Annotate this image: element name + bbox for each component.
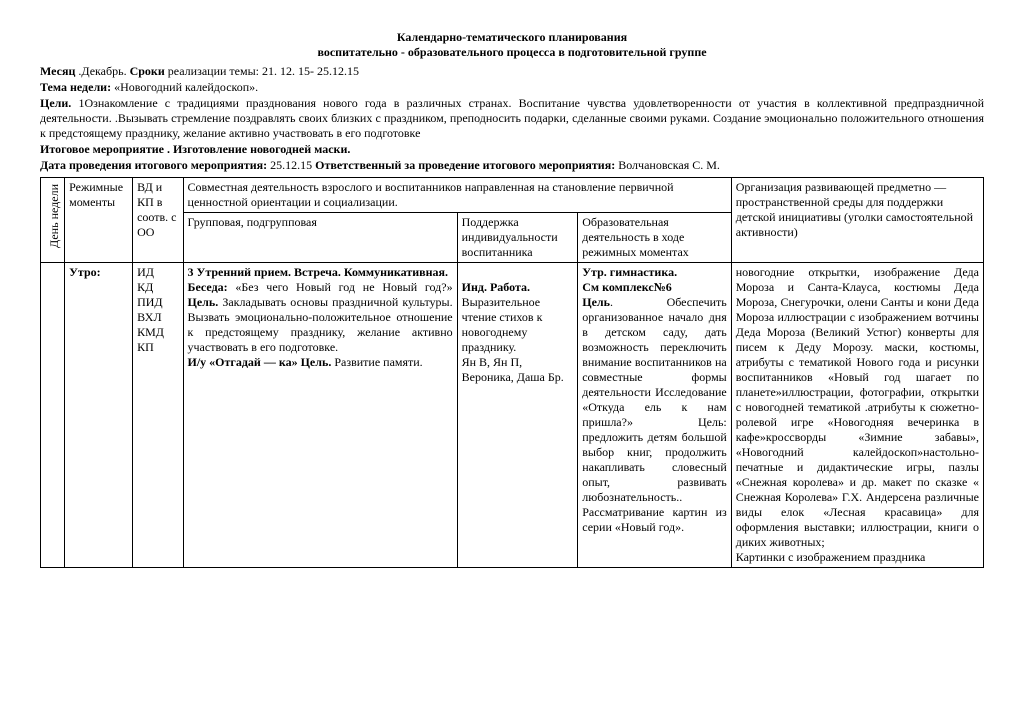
cell-mode: Утро: [65,263,133,568]
cell-ind: Инд. Работа. Выразительное чтение стихов… [457,263,578,568]
final-label: Итоговое мероприятие . Изготовление ново… [40,142,984,157]
head-mode: Режимные моменты [65,178,133,263]
theme-label: Тема недели: [40,80,111,94]
date-label: Дата проведения итогового мероприятия: [40,158,267,172]
cell-day [41,263,65,568]
head-org: Организация развивающей предметно — прос… [731,178,983,263]
terms-label: Сроки [130,64,165,78]
month-value: .Декабрь. [78,64,126,78]
head-joint: Совместная деятельность взрослого и восп… [183,178,731,213]
head-ind: Поддержка индивидуальности воспитанника [457,213,578,263]
cell-vd: ИД КД ПИД ВХЛ КМД КП [133,263,183,568]
theme-value: «Новогодний калейдоскоп». [114,80,258,94]
head-vd: ВД и КП в соотв. с ОО [133,178,183,263]
meta-block: Месяц .Декабрь. Сроки реализации темы: 2… [40,64,984,173]
table-head-row1: День недели Режимные моменты ВД и КП в с… [41,178,984,213]
cell-group: 3 Утренний прием. Встреча. Коммуникативн… [183,263,457,568]
cell-edu: Утр. гимнастика. См комплекс№6 Цель. Обе… [578,263,732,568]
resp-value: Волчановская С. М. [618,158,720,172]
goals-text: 1Ознакомление с традициями празднования … [40,96,984,140]
date-value: 25.12.15 [270,158,315,172]
plan-table: День недели Режимные моменты ВД и КП в с… [40,177,984,568]
head-group: Групповая, подгрупповая [183,213,457,263]
terms-text: реализации темы: 21. 12. 15- 25.12.15 [168,64,359,78]
month-label: Месяц [40,64,75,78]
head-edu: Образовательная деятельность в ходе режи… [578,213,732,263]
doc-subtitle: воспитательно - образовательного процесс… [40,45,984,60]
doc-title: Календарно-тематического планирования [40,30,984,45]
head-day: День недели [41,178,65,263]
goals-label: Цели. [40,96,71,110]
resp-label: Ответственный за проведение итогового ме… [315,158,615,172]
table-row: Утро: ИД КД ПИД ВХЛ КМД КП 3 Утренний пр… [41,263,984,568]
cell-org: новогодние открытки, изображение Деда Мо… [731,263,983,568]
